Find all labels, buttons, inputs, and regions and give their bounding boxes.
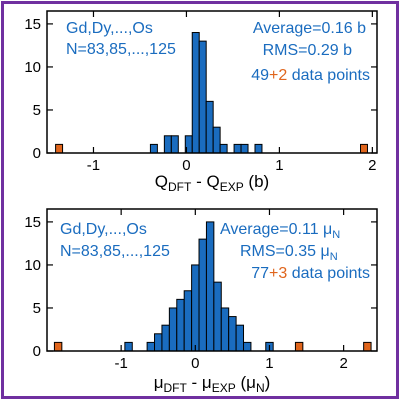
bottom-histogram-bar xyxy=(213,281,222,352)
bottom-xlabel-sub2: EXP xyxy=(212,381,236,395)
bottom-x-tick-label: 0 xyxy=(191,355,199,372)
bottom-xlabel-sub1: DFT xyxy=(164,381,188,395)
top-histogram-panel: -1 0 1 2 0 5 10 15 Gd,Dy,...,Os N=83,85,...,125… xyxy=(24,10,378,194)
top-histogram-bar xyxy=(219,143,228,154)
bottom-histogram-bar xyxy=(235,324,245,352)
bottom-histogram-bar xyxy=(161,324,170,352)
bottom-x-tick-label: 1 xyxy=(265,355,273,372)
top-points-count: 49 xyxy=(251,67,269,84)
bottom-average-text: Average=0.11 μ xyxy=(220,221,332,238)
bottom-xlabel-main: μ xyxy=(154,373,164,392)
top-histogram-bar xyxy=(170,135,179,154)
top-y-tick-label: 0 xyxy=(33,145,41,162)
top-y-tick-label: 15 xyxy=(24,16,41,33)
bottom-y-tick-label: 0 xyxy=(33,343,41,360)
bottom-x-tick-label: -1 xyxy=(114,355,127,372)
bottom-y-tick-label: 15 xyxy=(24,214,41,231)
top-points-extra: +2 xyxy=(269,67,287,84)
bottom-outlier-bar xyxy=(294,341,304,352)
bottom-points-label: 77+3 data points xyxy=(251,265,370,282)
top-xlabel-sub1: DFT xyxy=(168,180,192,194)
top-y-tick-label: 10 xyxy=(24,59,41,76)
top-neutron-label: N=83,85,...,125 xyxy=(66,41,176,58)
bottom-xlabel-sub3: N xyxy=(256,381,265,395)
bottom-ticks xyxy=(47,209,377,352)
bottom-histogram-bar xyxy=(243,341,252,352)
top-x-tick-label: 1 xyxy=(275,157,283,174)
top-histogram-bar xyxy=(212,126,221,154)
bottom-bars xyxy=(124,221,274,352)
bottom-average-sub: N xyxy=(332,229,340,241)
bottom-histogram-bar xyxy=(183,290,193,352)
top-histogram-bar xyxy=(254,143,263,154)
bottom-xlabel-close: ) xyxy=(265,373,271,392)
top-histogram-bar xyxy=(163,135,172,154)
top-xlabel-main: Q xyxy=(155,172,168,191)
bottom-points-extra: +3 xyxy=(269,265,287,282)
top-ticks xyxy=(47,11,377,154)
bottom-outlier-bar xyxy=(363,341,372,352)
bottom-rms-sub: N xyxy=(330,251,338,263)
bottom-histogram-bar xyxy=(205,221,215,352)
top-histogram-bar xyxy=(191,32,200,154)
top-histogram-bar xyxy=(240,143,249,154)
bottom-average-label: Average=0.11 μN xyxy=(220,221,340,241)
bottom-rms-label: RMS=0.35 μN xyxy=(240,243,338,263)
top-xlabel: QDFT - QEXP (b) xyxy=(155,172,269,194)
bottom-histogram-panel: -1 0 1 2 0 5 10 15 Gd,Dy,...,Os N=83,85,...,125… xyxy=(24,208,378,395)
bottom-histogram-bar xyxy=(228,316,237,352)
top-points-label: 49+2 data points xyxy=(251,67,370,84)
top-element-label: Gd,Dy,...,Os xyxy=(66,20,153,37)
bottom-tick-labels: -1 0 1 2 0 5 10 15 xyxy=(24,214,347,372)
bottom-xlabel-mid: - μ xyxy=(187,373,212,392)
top-histogram-bar xyxy=(149,143,158,154)
top-xlabel-sub2: EXP xyxy=(220,180,244,194)
bottom-element-label: Gd,Dy,...,Os xyxy=(60,221,147,238)
top-points-tail: data points xyxy=(287,67,370,84)
bottom-rms-text: RMS=0.35 μ xyxy=(240,243,330,260)
top-xlabel-tail: (b) xyxy=(244,172,270,191)
top-rms-label: RMS=0.29 b xyxy=(263,42,352,59)
top-outlier-bar xyxy=(360,143,368,154)
top-outlier-bar xyxy=(55,143,64,154)
top-histogram-bar xyxy=(198,40,207,154)
bottom-outlier-bar xyxy=(53,341,63,352)
top-x-tick-label: 2 xyxy=(368,157,376,174)
bottom-neutron-label: N=83,85,...,125 xyxy=(60,243,170,260)
bottom-xlabel-tail: (μ xyxy=(236,373,256,392)
top-average-label: Average=0.16 b xyxy=(253,20,366,37)
bottom-histogram-bar xyxy=(191,264,200,352)
bottom-histogram-bar xyxy=(220,307,230,352)
bottom-histogram-bar xyxy=(124,341,133,352)
bottom-histogram-bar xyxy=(168,307,178,352)
top-bars xyxy=(149,32,263,154)
bottom-histogram-bar xyxy=(146,341,156,352)
bottom-x-tick-label: 2 xyxy=(339,355,347,372)
top-x-tick-label: -1 xyxy=(87,157,100,174)
top-y-tick-label: 5 xyxy=(33,102,41,119)
bottom-axes-box xyxy=(46,208,378,352)
bottom-y-tick-label: 10 xyxy=(24,257,41,274)
bottom-histogram-bar xyxy=(176,298,185,352)
bottom-y-tick-label: 5 xyxy=(33,300,41,317)
bottom-points-count: 77 xyxy=(251,265,269,282)
top-tick-labels: -1 0 1 2 0 5 10 15 xyxy=(24,16,376,174)
top-xlabel-mid: - Q xyxy=(191,172,219,191)
top-x-tick-label: 0 xyxy=(182,157,190,174)
top-histogram-bar xyxy=(205,100,214,154)
bottom-xlabel: μDFT - μEXP (μN) xyxy=(154,373,271,395)
top-axes-box xyxy=(46,10,378,154)
bottom-histogram-bar xyxy=(198,238,207,352)
bottom-histogram-bar xyxy=(154,333,163,352)
top-histogram-bar xyxy=(233,143,242,154)
bottom-points-tail: data points xyxy=(287,265,370,282)
